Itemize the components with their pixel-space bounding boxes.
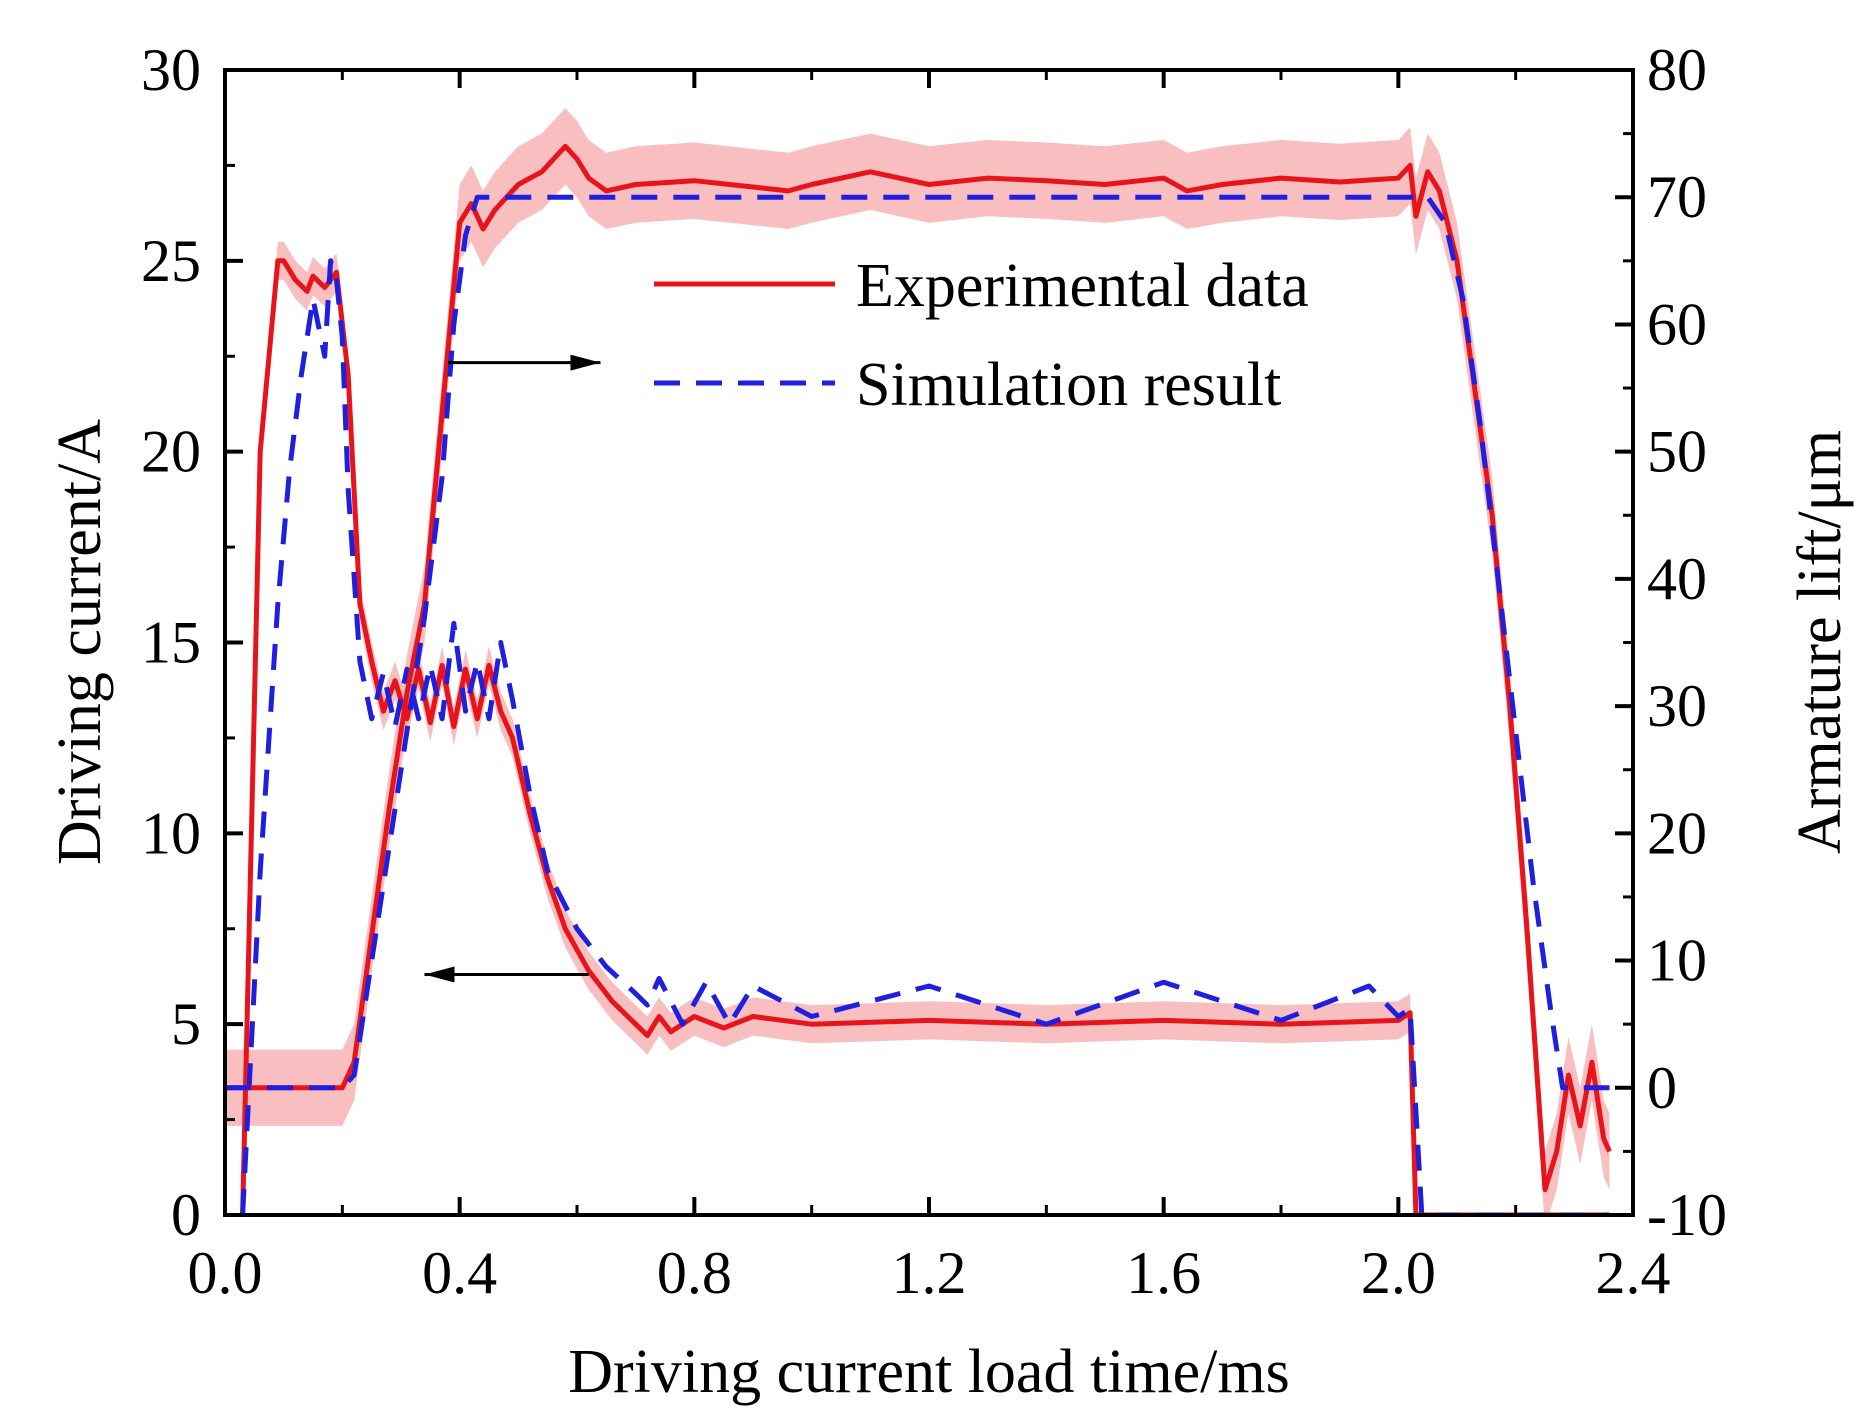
y2-tick-label: 40 bbox=[1647, 546, 1707, 612]
plot-frame bbox=[223, 68, 1635, 1217]
y-axis-title: Driving current/A bbox=[46, 419, 114, 865]
tick-labels: 0.0 0.4 0.8 1.2 1.6 2.0 2.4 0 5 10 15 20 25 30 -10 0 10 2… bbox=[141, 37, 1727, 1306]
legend: Experimental data Simulation result bbox=[654, 252, 1309, 419]
x-tick-label: 0.4 bbox=[422, 1240, 497, 1306]
line-simulation-lift bbox=[225, 194, 1610, 1091]
line-simulation-current bbox=[240, 258, 1610, 1215]
y-tick-label: 5 bbox=[171, 991, 201, 1057]
x-tick-label: 0.0 bbox=[188, 1240, 263, 1306]
y-tick-label: 15 bbox=[141, 610, 201, 676]
y2-tick-label: 50 bbox=[1647, 419, 1707, 485]
x-tick-label: 2.4 bbox=[1596, 1240, 1671, 1306]
x-tick-label: 0.8 bbox=[657, 1240, 732, 1306]
y2-tick-label: 80 bbox=[1647, 37, 1707, 103]
y2-tick-label: 0 bbox=[1647, 1055, 1677, 1121]
y2-tick-label: 10 bbox=[1647, 928, 1707, 994]
x-tick-label: 2.0 bbox=[1361, 1240, 1436, 1306]
y-tick-label: 25 bbox=[141, 228, 201, 294]
axis-ticks bbox=[223, 68, 1635, 1217]
y2-tick-label: -10 bbox=[1647, 1182, 1727, 1248]
y-tick-label: 10 bbox=[141, 800, 201, 866]
legend-label-experimental: Experimental data bbox=[856, 252, 1309, 320]
y-tick-label: 0 bbox=[171, 1182, 201, 1248]
y-tick-label: 30 bbox=[141, 37, 201, 103]
x-tick-label: 1.2 bbox=[892, 1240, 967, 1306]
y2-tick-label: 70 bbox=[1647, 164, 1707, 230]
band-experimental-current bbox=[242, 241, 1416, 1215]
confidence-bands bbox=[225, 108, 1610, 1215]
line-experimental-lift bbox=[225, 143, 1612, 1193]
y2-tick-label: 30 bbox=[1647, 673, 1707, 739]
y2-tick-label: 20 bbox=[1647, 800, 1707, 866]
series-lines bbox=[225, 143, 1612, 1215]
y-tick-label: 20 bbox=[141, 419, 201, 485]
x-tick-label: 1.6 bbox=[1126, 1240, 1201, 1306]
y2-tick-label: 60 bbox=[1647, 291, 1707, 357]
y2-axis-title: Armature lift/μm bbox=[1786, 430, 1854, 854]
legend-label-simulation: Simulation result bbox=[856, 351, 1281, 419]
x-axis-title: Driving current load time/ms bbox=[568, 1338, 1289, 1406]
annotations bbox=[424, 354, 601, 983]
arrow-to-left-axis bbox=[424, 966, 589, 983]
arrow-to-right-axis bbox=[447, 354, 601, 371]
